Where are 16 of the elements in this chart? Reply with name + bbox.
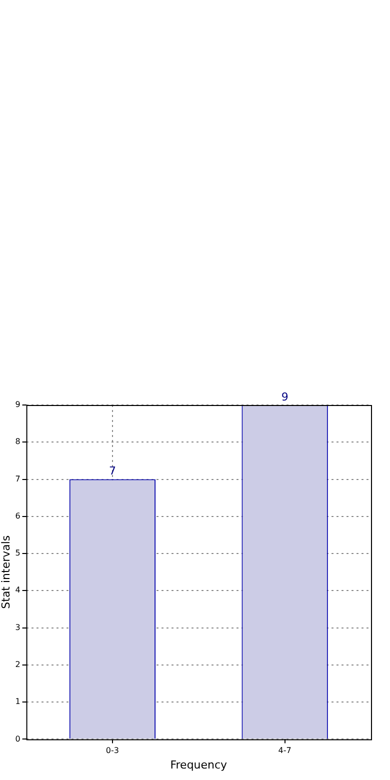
x-axis-title: Frequency (170, 758, 228, 772)
y-tick-label: 8 (15, 437, 20, 446)
y-tick-label: 3 (15, 622, 20, 632)
y-tick-label: 4 (15, 586, 20, 595)
data-label: 9 (281, 390, 288, 404)
y-tick-label: 6 (15, 511, 20, 520)
y-tick-label: 7 (15, 474, 20, 484)
x-tick-label: 4-7 (278, 746, 292, 756)
y-tick-label: 0 (15, 734, 20, 744)
y-tick-label: 1 (15, 697, 20, 706)
y-axis-title: Stat intervals (0, 535, 12, 609)
data-label: 7 (108, 464, 116, 478)
x-tick-label: 0-3 (106, 746, 120, 756)
y-tick-label: 5 (15, 548, 20, 558)
y-tick-label: 2 (15, 660, 20, 670)
y-tick-label: 9 (15, 400, 20, 410)
